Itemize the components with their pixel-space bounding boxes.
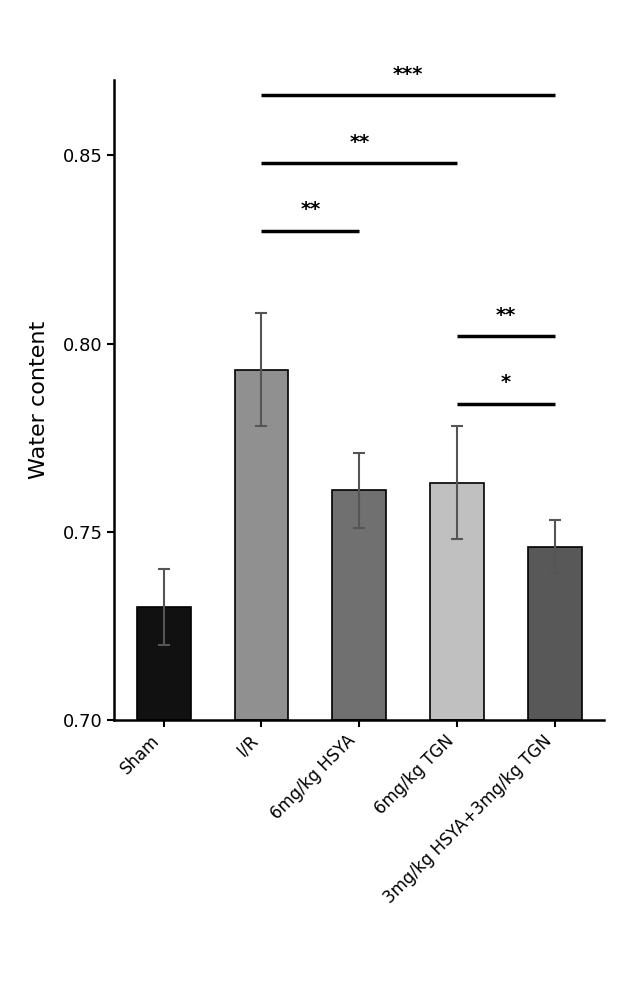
Text: **: ** — [496, 306, 516, 325]
Bar — [431, 483, 484, 720]
Bar — [235, 370, 288, 720]
Bar — [333, 490, 386, 720]
Bar — [137, 607, 191, 720]
Text: ***: *** — [393, 65, 424, 84]
Text: **: ** — [300, 200, 321, 219]
Y-axis label: Water content: Water content — [29, 321, 49, 479]
Text: **: ** — [349, 133, 370, 152]
Bar — [528, 547, 582, 720]
Text: *: * — [501, 373, 511, 392]
